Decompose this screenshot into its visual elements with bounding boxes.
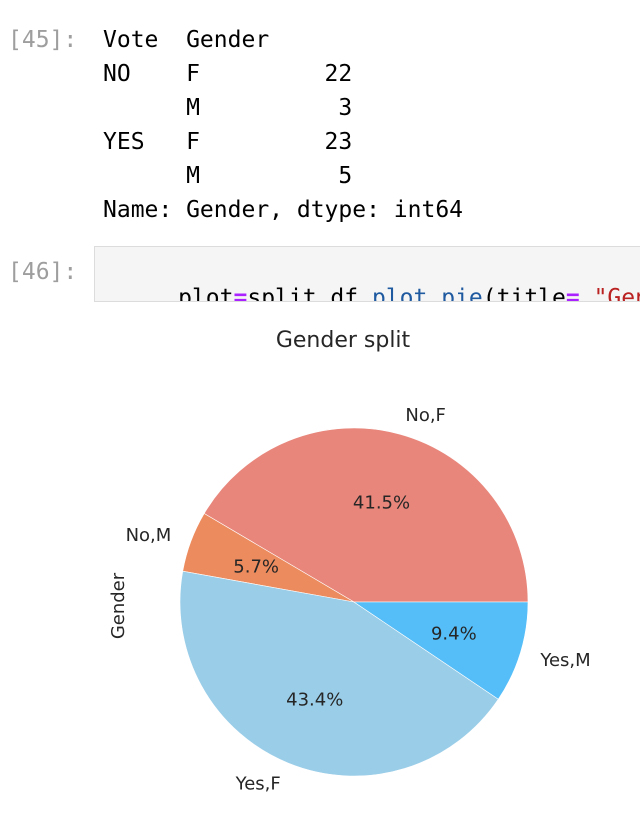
code-editor[interactable]: plot=split_df.plot.pie(title= "Gend [94,246,640,302]
code-line[interactable]: plot=split_df.plot.pie(title= "Gend [95,259,640,302]
code-token: = [565,285,580,302]
slice-label: No,M [126,525,172,546]
output-line: M 5 [103,163,353,189]
code-token: (title [482,285,566,302]
output-prompt-45: [45]: [8,27,78,53]
output-line: M 3 [103,95,353,121]
slice-percent-label: 41.5% [353,492,410,513]
output-line: YES F 23 [103,129,353,155]
output-line: Vote Gender [103,27,270,53]
slice-label: Yes,F [235,774,281,795]
code-token: pie [441,285,483,302]
pie-slices [179,427,529,777]
slice-label: Yes,M [539,650,590,671]
y-axis-label: Gender [108,572,129,639]
slice-percent-label: 43.4% [286,690,343,711]
code-token: . [358,285,372,302]
pie-slice [353,601,529,700]
pie-slice [203,427,529,603]
chart-title: Gender split [276,328,411,353]
code-token: = [233,285,248,302]
code-token: "Gend [593,285,640,302]
code-token: split_df [247,285,359,302]
code-token: . [427,285,442,302]
output-line: Name: Gender, dtype: int64 [103,197,464,223]
output-line: NO F 22 [103,61,353,87]
pie-labels: No,F 41.5% No,M 5.7% Yes,F 43.4% Yes,M 9.4% [126,405,591,795]
input-prompt-46: [46]: [8,259,78,285]
slice-percent-label: 5.7% [233,557,279,578]
slice-percent-label: 9.4% [431,623,477,644]
code-token: plot [178,285,234,302]
slice-label: No,F [405,405,446,426]
code-token: plot [371,285,428,302]
pie-slice [179,570,499,777]
